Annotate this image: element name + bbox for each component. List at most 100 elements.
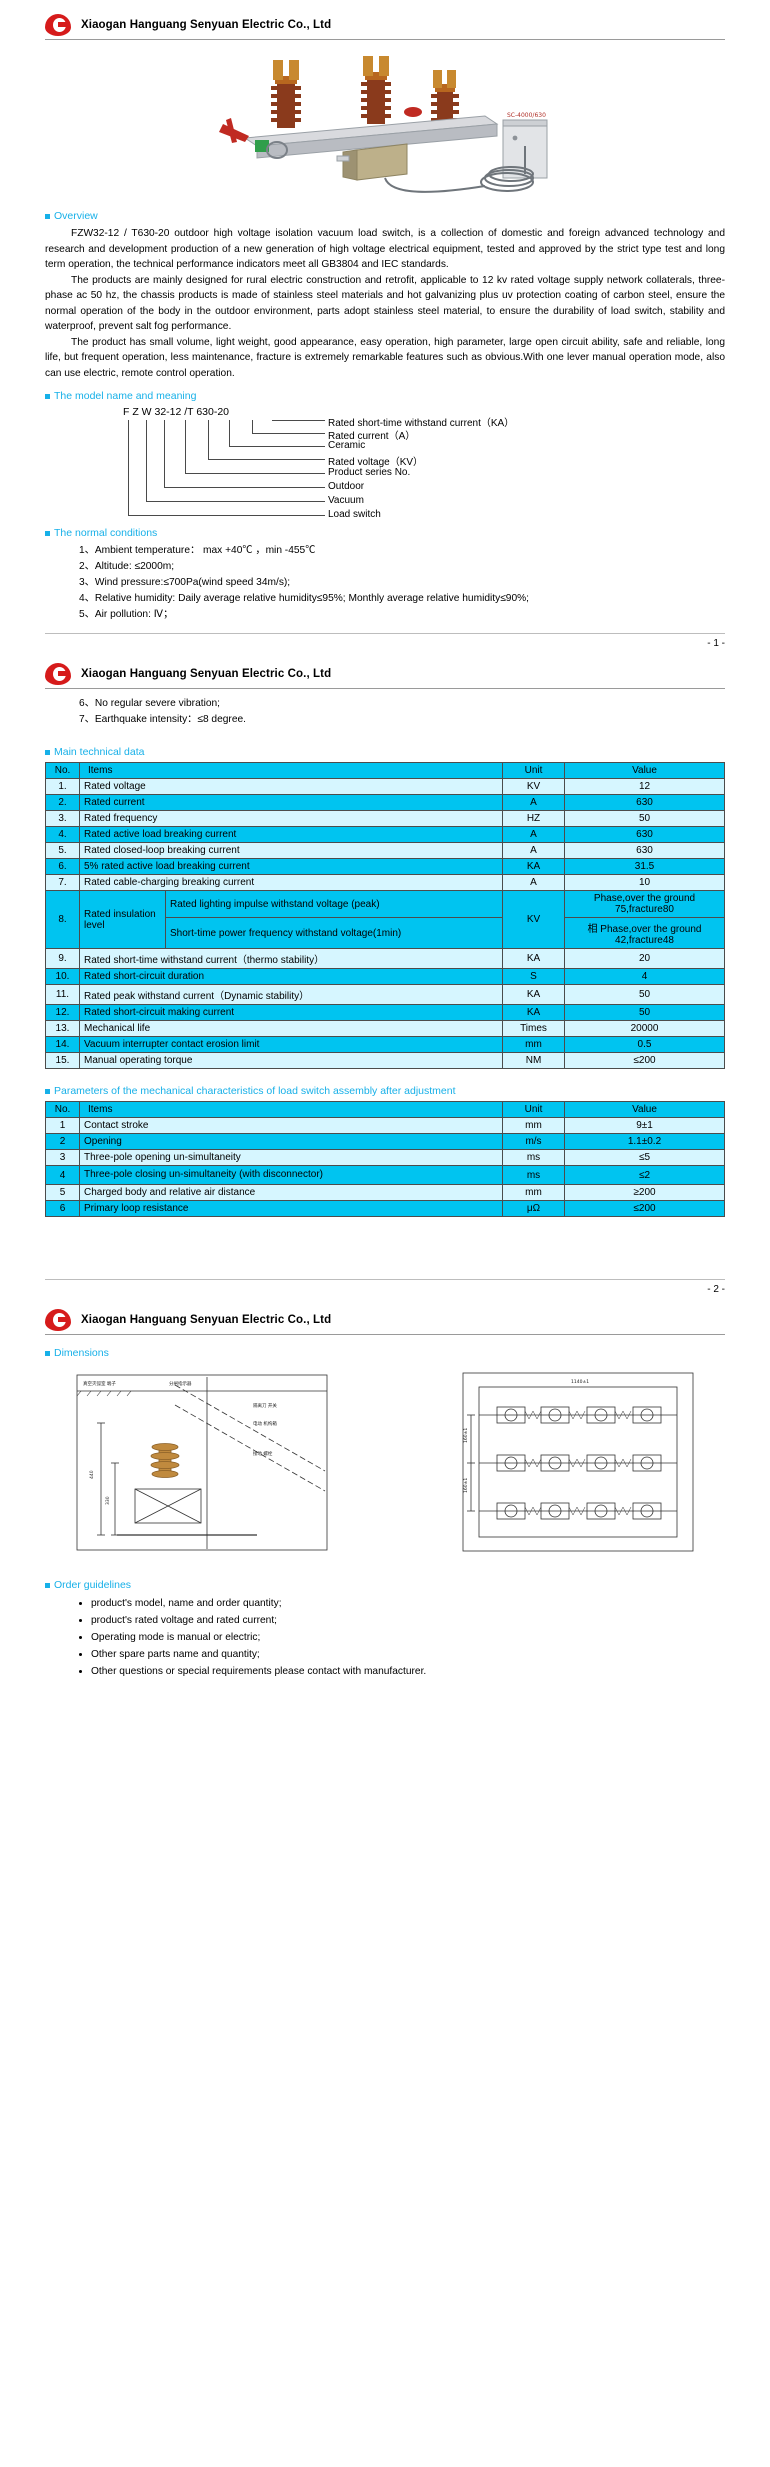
page-1: Xiaogan Hanguang Senyuan Electric Co., L… (0, 0, 770, 649)
cell-unit: HZ (502, 810, 565, 827)
cell-no: 4. (45, 826, 80, 843)
cell-value: 12 (564, 778, 725, 795)
condition-item: 4、Relative humidity: Daily average relat… (79, 593, 530, 604)
model-leader-hline (208, 459, 325, 460)
dimension-drawing-front-view: 160±1 160±1 1140±1 (462, 1372, 694, 1552)
company-logo-icon (45, 1309, 73, 1331)
cell-no: 13. (45, 1020, 80, 1037)
order-guideline-item: product's model, name and order quantity… (91, 1595, 725, 1612)
dimension-drawing-side-view: 真空灭弧室 端子 分闸指示器 隔离刀 开关 电动 机构箱 接地 螺栓 440 3… (76, 1374, 328, 1551)
cell-unit: KV (502, 778, 565, 795)
model-label-5: Outdoor (328, 481, 365, 492)
model-label-4: Product series No. (328, 467, 411, 478)
cell-unit: Times (502, 1020, 565, 1037)
cell-no: 1 (45, 1117, 80, 1134)
bullet-square-icon (45, 1350, 50, 1356)
model-designation-diagram: F Z W 32-12 /T 630-20 Rated short-time w… (45, 406, 725, 520)
cell-value: 630 (564, 842, 725, 859)
model-leader-hline (128, 515, 325, 516)
cell-item: Rated closed-loop breaking current (79, 842, 503, 859)
cell-no: 8. (45, 890, 80, 949)
cell-item: Contact stroke (79, 1117, 503, 1134)
col-unit: Unit (502, 1101, 565, 1118)
header-divider (45, 688, 725, 689)
main-technical-data-table: No. Items Unit Value 1. Rated voltage KV… (45, 762, 725, 1069)
bullet-square-icon (45, 1582, 50, 1588)
svg-text:分闸指示器: 分闸指示器 (169, 1380, 192, 1387)
cell-no: 5 (45, 1184, 80, 1201)
company-name: Xiaogan Hanguang Senyuan Electric Co., L… (81, 19, 332, 31)
cell-item: Rated cable-charging breaking current (79, 874, 503, 891)
table-row: 2. Rated current A 630 (45, 794, 725, 811)
section-heading-order: Order guidelines (45, 1579, 725, 1591)
cell-unit: A (502, 826, 565, 843)
cell-value: ≤200 (564, 1052, 725, 1069)
cell-item: Rated frequency (79, 810, 503, 827)
bullet-square-icon (45, 530, 50, 536)
company-logo-icon (45, 14, 73, 36)
conditions-continued-list: 6、No regular severe vibration; 7、Earthqu… (45, 696, 725, 728)
cell-no: 9. (45, 948, 80, 969)
cell-item: Rated short-time withstand current（therm… (79, 948, 503, 969)
cell-no: 10. (45, 968, 80, 985)
table-row: 10. Rated short-circuit duration S 4 (45, 968, 725, 985)
bullet-square-icon (45, 213, 50, 219)
cell-item: Rated active load breaking current (79, 826, 503, 843)
cell-value: 50 (564, 810, 725, 827)
table-row: 7. Rated cable-charging breaking current… (45, 874, 725, 891)
model-leader-hline (252, 433, 325, 434)
dimension-drawings: 真空灭弧室 端子 分闸指示器 隔离刀 开关 电动 机构箱 接地 螺栓 440 3… (45, 1363, 725, 1573)
cell-unit: mm (502, 1184, 565, 1201)
overview-paragraph-2: The products are mainly designed for rur… (45, 274, 725, 333)
header-divider (45, 39, 725, 40)
table-row: 1 Contact stroke mm 9±1 (45, 1117, 725, 1134)
cell-value: ≤5 (564, 1149, 725, 1166)
condition-item: 7、Earthquake intensity：≤8 degree. (79, 714, 246, 725)
cell-value: 相 Phase,over the ground 42,fracture48 (564, 917, 725, 949)
svg-text:1140±1: 1140±1 (571, 1379, 589, 1385)
company-name: Xiaogan Hanguang Senyuan Electric Co., L… (81, 1314, 332, 1326)
cell-no: 3 (45, 1149, 80, 1166)
product-photo: SC-4000/630 (45, 46, 725, 201)
cell-no: 6 (45, 1200, 80, 1217)
table-row: 2 Opening m/s 1.1±0.2 (45, 1133, 725, 1150)
cell-item: Rated short-circuit making current (79, 1004, 503, 1021)
tech-data-heading-text: Main technical data (54, 746, 145, 758)
model-leader-hline (146, 501, 325, 502)
dimensions-heading-text: Dimensions (54, 1347, 109, 1359)
section-heading-dimensions: Dimensions (45, 1347, 725, 1359)
table-row: 4 Three-pole closing un-simultaneity (wi… (45, 1165, 725, 1185)
cell-item: Manual operating torque (79, 1052, 503, 1069)
page-number-2: - 2 - (707, 1284, 725, 1295)
cell-unit: ms (502, 1149, 565, 1166)
table-header-row: No. Items Unit Value (45, 762, 725, 779)
cell-item: Opening (79, 1133, 503, 1150)
cell-unit: m/s (502, 1133, 565, 1150)
cell-no: 2. (45, 794, 80, 811)
cell-item: Primary loop resistance (79, 1200, 503, 1217)
order-guideline-item: Other spare parts name and quantity; (91, 1646, 725, 1663)
model-leader-vline (208, 420, 209, 459)
model-heading-text: The model name and meaning (54, 390, 197, 402)
cell-value: 1.1±0.2 (564, 1133, 725, 1150)
svg-text:SC-4000/630: SC-4000/630 (507, 112, 546, 119)
cell-value: Phase,over the ground 75,fracture80 (564, 890, 725, 918)
cell-value: 0.5 (564, 1036, 725, 1053)
page-number-1: - 1 - (707, 638, 725, 649)
page-header: Xiaogan Hanguang Senyuan Electric Co., L… (45, 649, 725, 685)
table-row: 9. Rated short-time withstand current（th… (45, 948, 725, 969)
overview-heading-text: Overview (54, 210, 98, 222)
col-unit: Unit (502, 762, 565, 779)
cell-value: 10 (564, 874, 725, 891)
cell-no: 7. (45, 874, 80, 891)
page-2: Xiaogan Hanguang Senyuan Electric Co., L… (0, 649, 770, 1295)
cell-no: 2 (45, 1133, 80, 1150)
order-guideline-item: Operating mode is manual or electric; (91, 1629, 725, 1646)
svg-text:160±1: 160±1 (463, 1428, 469, 1443)
table-row: 11. Rated peak withstand current（Dynamic… (45, 984, 725, 1005)
page-divider (45, 1279, 725, 1280)
table-row: 14. Vacuum interrupter contact erosion l… (45, 1036, 725, 1053)
table-row: 4. Rated active load breaking current A … (45, 826, 725, 843)
table-row: 5. Rated closed-loop breaking current A … (45, 842, 725, 859)
cell-value: 20000 (564, 1020, 725, 1037)
